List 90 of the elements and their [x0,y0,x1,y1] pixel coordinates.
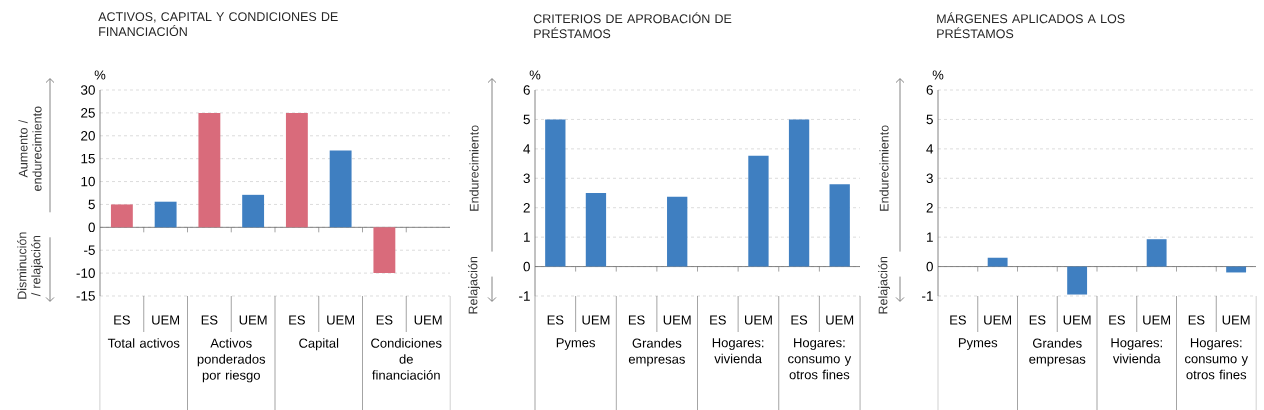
bar [110,204,133,228]
y-tick-label: -1 [519,291,530,301]
y-tick-label: 4 [926,144,934,154]
text: Relajación [468,256,480,314]
y-tick-label: 15 [81,153,95,164]
bar [585,193,607,267]
text: Endurecimiento [469,125,479,211]
x-tick-label: ES [1029,315,1046,325]
y-tick-label: 1 [927,232,933,242]
bar [285,112,308,228]
x-tick-label: ES [791,315,808,325]
x-tick-label: UEM [239,315,267,325]
x-tick-label: ES [376,315,393,325]
x-tick-label: UEM [826,315,854,325]
x-tick-label: ES [1188,315,1205,325]
bar [545,119,566,267]
y-tick-label: 5 [926,114,933,125]
y-tick-label: -10 [76,268,95,278]
y-tick-label: 0 [523,261,530,272]
y-tick-label: 25 [81,108,95,118]
text: Total activos [107,338,180,348]
bar [373,227,396,274]
x-tick-label: ES [628,315,645,325]
y-tick-label: 0 [926,261,933,272]
chart-title: CRITERIOS DE APROBACIÓN DE PRÉSTAMOS [533,12,732,39]
chart-title: MÁRGENES APLICADOS A LOS PRÉSTAMOS [937,12,1125,39]
text: Hogares: consumo y otros fines [788,338,852,380]
x-tick-label: UEM [745,315,772,325]
x-tick-label: UEM [663,315,691,325]
text: Pymes [958,338,998,350]
y-tick-label: 30 [80,85,95,95]
text: Grandes empresas [1029,338,1086,367]
x-tick-label: UEM [1143,315,1171,325]
y-axis-title: % [932,70,944,80]
y-tick-label: -5 [84,245,95,255]
y-tick-label: -15 [76,291,95,301]
x-tick-label: UEM [152,315,180,325]
x-tick-label: ES [289,315,305,325]
text: Hogares: vivienda [712,338,764,364]
x-tick-label: ES [710,315,726,325]
y-tick-label: 2 [926,203,933,213]
y-tick-label: 6 [523,85,530,95]
bar [198,112,221,228]
x-tick-label: UEM [1063,315,1091,325]
y-tick-label: 0 [88,222,95,233]
bar [154,201,177,228]
x-tick-label: ES [201,315,218,325]
x-tick-label: UEM [984,315,1012,325]
bar [1146,239,1167,267]
y-tick-label: 1 [524,232,530,242]
y-tick-label: 4 [523,144,531,154]
bar [748,155,769,267]
x-tick-label: UEM [1222,315,1250,325]
text: Pymes [556,338,596,350]
x-tick-label: UEM [582,315,610,325]
bar [667,196,688,267]
text: Hogares: vivienda [1111,338,1162,364]
text: Disminución / relajación [17,232,43,299]
y-axis-title: % [94,70,106,80]
x-tick-label: UEM [414,315,442,325]
bar [242,194,265,228]
text: Capital [299,338,339,351]
bar [788,119,810,267]
y-tick-label: 10 [81,176,95,187]
x-tick-label: ES [114,315,130,325]
text: Condiciones de financiación [371,338,442,380]
text: Aumento / endurecimiento [18,106,42,191]
x-tick-label: ES [1109,315,1125,325]
bar [1067,266,1088,295]
y-axis-title: % [529,70,541,80]
bar [329,150,352,228]
text: Endurecimiento [879,125,889,211]
y-tick-label: 3 [926,173,933,184]
text: Activos ponderados por riesgo [197,338,266,383]
chart-title: ACTIVOS, CAPITAL Y CONDICIONES DE FINANCIACIÓN [98,12,338,37]
y-tick-label: 5 [88,199,95,210]
y-tick-label: 20 [81,131,95,141]
y-tick-label: 3 [523,173,530,184]
text: Relajación [878,256,890,314]
bar [987,257,1008,267]
x-tick-label: ES [950,315,966,325]
y-tick-label: 5 [523,114,530,125]
x-tick-label: UEM [327,315,355,325]
x-tick-label: ES [547,315,564,325]
y-tick-label: 2 [523,203,530,213]
y-tick-label: -1 [922,291,933,301]
text: Grandes empresas [628,338,685,367]
y-tick-label: 6 [926,85,933,95]
text: Hogares: consumo y otros fines [1185,338,1249,380]
bar [829,184,850,267]
